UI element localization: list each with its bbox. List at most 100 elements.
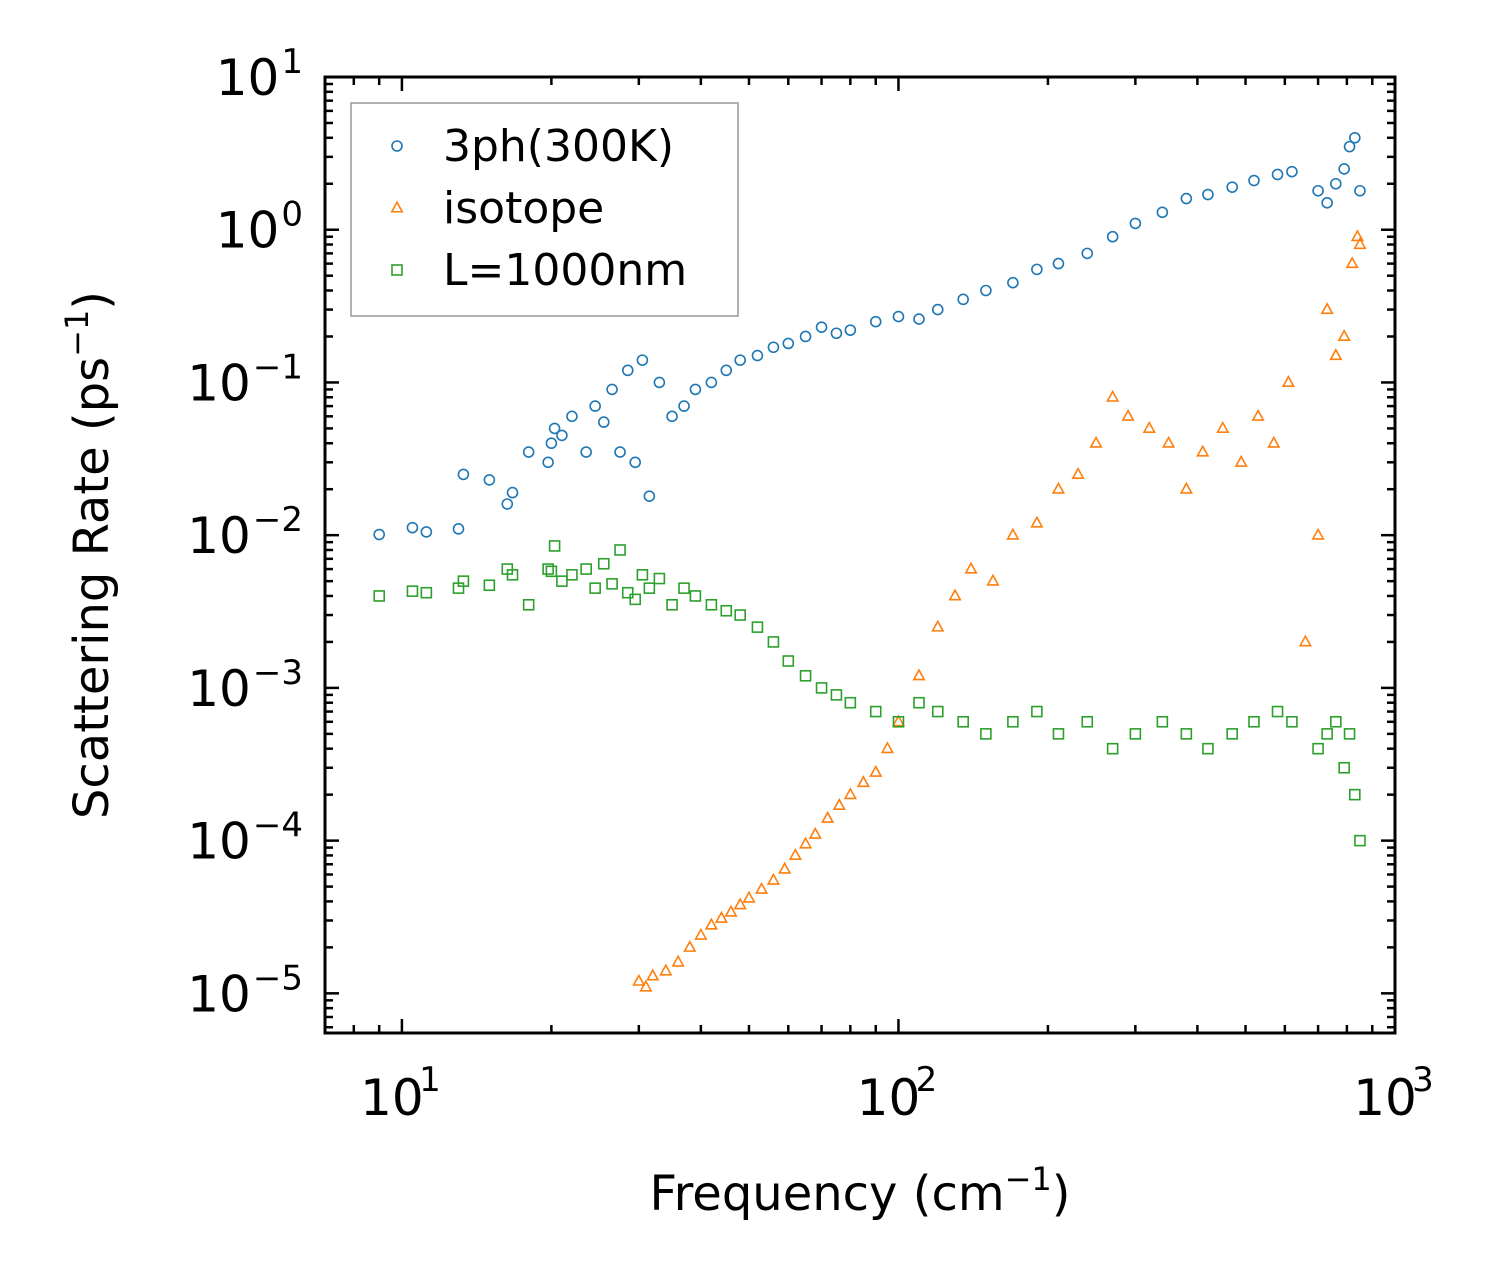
x-tick-label: 10 — [857, 1069, 921, 1127]
data-point — [830, 327, 843, 340]
data-point — [556, 429, 568, 442]
data-point — [522, 599, 535, 611]
data-point — [798, 836, 813, 849]
data-point — [548, 540, 561, 552]
data-point — [580, 563, 592, 575]
axes-layer: 101 102 103110010−110−210−310−410−510Frequ… — [58, 42, 1434, 1222]
data-point — [406, 585, 419, 597]
data-point — [666, 410, 678, 423]
data-point — [606, 383, 618, 396]
data-point — [646, 968, 660, 981]
data-point — [742, 890, 756, 903]
data-point — [597, 557, 610, 570]
data-point — [542, 456, 554, 469]
data-point — [720, 604, 733, 617]
data-point — [694, 927, 708, 940]
data-point — [621, 364, 634, 377]
legend-box — [350, 102, 739, 317]
data-point — [832, 798, 846, 810]
data-point — [643, 582, 656, 594]
y-tick-label-exponent: −5 — [253, 958, 303, 998]
data-point — [1349, 131, 1361, 144]
data-point — [767, 636, 780, 648]
data-point — [1354, 184, 1366, 197]
data-point — [1089, 435, 1103, 448]
data-point — [856, 775, 871, 788]
data-point — [815, 682, 828, 694]
data-point — [1030, 515, 1044, 528]
data-point — [522, 446, 535, 458]
legend: 3ph(300K) isotope L=1000nm — [350, 102, 739, 317]
legend-label: L=1000nm — [443, 245, 687, 296]
data-point — [1330, 715, 1342, 728]
data-point — [1081, 715, 1094, 728]
data-point — [501, 498, 514, 510]
x-tick-label: 10 — [1353, 1069, 1417, 1127]
data-point — [1006, 527, 1020, 540]
data-point — [705, 376, 718, 389]
data-point — [683, 939, 697, 952]
data-point — [653, 572, 666, 585]
data-point — [566, 569, 578, 581]
data-point — [733, 897, 747, 910]
y-tick-label-exponent: −1 — [253, 347, 303, 387]
plot-frame — [323, 75, 1397, 1035]
data-point — [1311, 527, 1325, 540]
data-point — [1156, 206, 1169, 219]
data-point — [1271, 705, 1284, 718]
data-point — [931, 303, 944, 316]
data-point — [1312, 742, 1324, 755]
data-point — [506, 569, 519, 581]
x-tick-label: 10 — [360, 1069, 424, 1127]
y-tick-label: 10 — [187, 813, 251, 871]
data-point — [1312, 184, 1324, 197]
data-point — [1106, 742, 1119, 755]
data-point — [1156, 715, 1169, 728]
data-point — [406, 521, 419, 534]
data-point — [986, 573, 1000, 586]
data-point — [1343, 140, 1356, 153]
data-point — [799, 330, 812, 343]
data-point — [980, 728, 992, 740]
data-point — [483, 579, 496, 592]
data-point — [957, 715, 969, 728]
data-point — [912, 668, 926, 681]
data-point — [815, 321, 828, 334]
data-point — [548, 422, 561, 435]
data-point — [589, 400, 601, 412]
data-point — [1321, 728, 1333, 740]
data-point — [373, 528, 385, 541]
data-point — [1248, 174, 1260, 187]
data-point — [720, 364, 733, 377]
data-point — [653, 376, 666, 389]
y-tick-label: 10 — [187, 660, 251, 718]
data-point — [1202, 188, 1214, 201]
series-2 — [632, 229, 1367, 992]
data-point — [580, 446, 592, 458]
x-axis-title: Frequency (cm−1) — [649, 1160, 1070, 1222]
data-point — [957, 293, 969, 306]
data-point — [767, 341, 780, 354]
y-tick-label: 10 — [216, 49, 280, 107]
data-point — [869, 764, 883, 777]
legend-label: isotope — [443, 183, 604, 234]
data-point — [751, 349, 764, 362]
data-point — [1234, 454, 1248, 467]
legend-marker — [390, 200, 404, 213]
data-point — [606, 578, 618, 590]
data-point — [689, 590, 702, 602]
data-point — [457, 468, 470, 481]
data-point — [545, 565, 558, 578]
data-point — [1286, 165, 1298, 178]
data-point — [844, 696, 857, 709]
data-point — [1251, 408, 1265, 421]
data-point — [420, 526, 433, 538]
data-point — [1248, 715, 1260, 728]
data-point — [643, 490, 656, 502]
data-point — [1031, 263, 1043, 276]
x-tick-label-exponent: 2 — [916, 1060, 938, 1100]
data-point — [1226, 728, 1238, 740]
data-point — [724, 904, 738, 917]
legend-label: 3ph(300K) — [443, 121, 674, 172]
data-point — [420, 586, 433, 599]
